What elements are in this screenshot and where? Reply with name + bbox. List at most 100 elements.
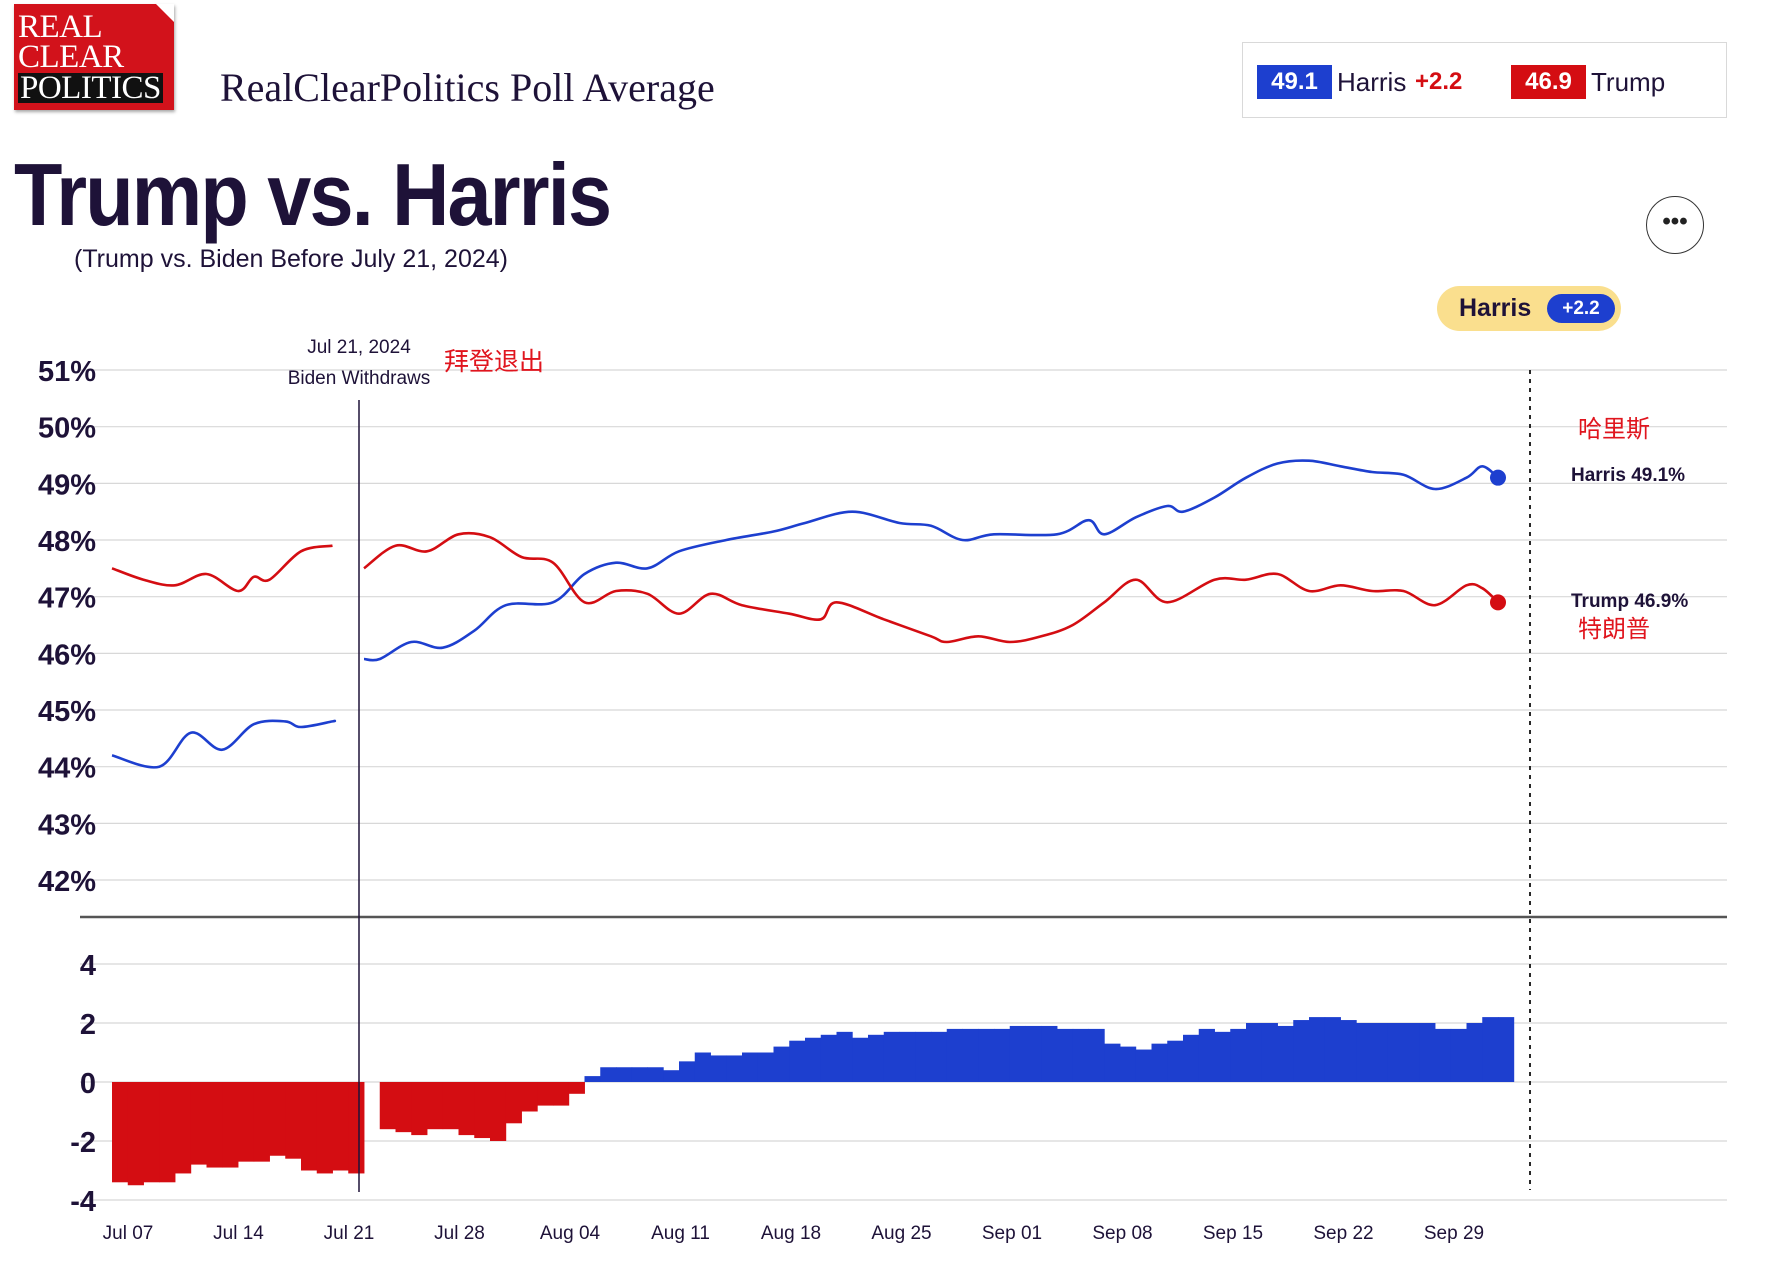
x-tick-label: Sep 22 — [1313, 1223, 1373, 1244]
spread-bar — [379, 1082, 396, 1130]
y-tick-label: 42% — [38, 866, 96, 898]
rcp-logo: REAL CLEAR POLITICS — [14, 4, 174, 110]
y-tick-label: 47% — [38, 583, 96, 615]
spread-bar — [505, 1082, 522, 1124]
harris-name: Harris — [1337, 67, 1407, 97]
spread-tick-label: -2 — [70, 1127, 96, 1159]
logo-line-3: POLITICS — [18, 70, 163, 106]
spread-bar — [647, 1067, 664, 1082]
spread-bar — [411, 1082, 428, 1136]
spread-bar — [427, 1082, 444, 1130]
harris-end-label: Harris 49.1% — [1571, 465, 1685, 486]
x-tick-label: Sep 08 — [1092, 1223, 1152, 1244]
event-label-cn: 拜登退出 — [444, 347, 544, 376]
x-tick-label: Jul 07 — [103, 1223, 154, 1244]
spread-bar — [726, 1055, 743, 1082]
spread-bar — [206, 1082, 223, 1168]
leader-name: Harris — [1459, 294, 1532, 322]
x-tick-label: Sep 15 — [1203, 1223, 1263, 1244]
more-button[interactable]: ••• — [1646, 196, 1704, 254]
trump-cn-label: 特朗普 — [1578, 615, 1650, 643]
x-tick-label: Sep 29 — [1424, 1223, 1484, 1244]
y-tick-label: 50% — [38, 413, 96, 445]
spread-bar — [742, 1052, 759, 1082]
spread-bar — [962, 1028, 979, 1082]
spread-bar — [285, 1082, 302, 1159]
y-tick-label: 46% — [38, 639, 96, 671]
spread-bar — [1198, 1028, 1215, 1082]
spread-bar — [883, 1031, 900, 1082]
spread-bar — [222, 1082, 239, 1168]
spread-bar — [1072, 1028, 1089, 1082]
spread-bar — [1135, 1049, 1152, 1082]
spread-bar — [663, 1070, 680, 1082]
y-tick-label: 48% — [38, 526, 96, 558]
spread-bar — [1167, 1040, 1184, 1082]
x-tick-label: Jul 28 — [434, 1223, 485, 1244]
spread-bars — [112, 1017, 1515, 1186]
spread-axis-ticks: 4 2 0 -2 -4 — [70, 950, 96, 1218]
spread-bar — [852, 1037, 869, 1082]
spread-tick-label: 0 — [80, 1068, 96, 1100]
spread-bar — [1009, 1025, 1026, 1082]
spread-bar — [1261, 1023, 1278, 1082]
spread-bar — [1057, 1028, 1074, 1082]
harris-cn-label: 哈里斯 — [1578, 415, 1650, 443]
harris-score: 49.1 — [1257, 65, 1332, 99]
spread-bar — [1104, 1043, 1121, 1082]
spread-bar — [789, 1040, 806, 1082]
spread-bar — [584, 1076, 601, 1082]
y-tick-label: 45% — [38, 696, 96, 728]
spread-bar — [316, 1082, 333, 1174]
spread-bar — [1214, 1031, 1231, 1082]
spread-bar — [1324, 1017, 1341, 1082]
spread-bar — [773, 1046, 790, 1082]
spread-bar — [458, 1082, 475, 1136]
y-tick-label: 51% — [38, 356, 96, 388]
spread-bar — [820, 1034, 837, 1082]
spread-bar — [190, 1082, 207, 1165]
spread-bar — [1419, 1023, 1436, 1082]
y-axis-ticks: 51% 50% 49% 48% 47% 46% 45% 44% 43% 42% — [38, 356, 96, 898]
spread-bar — [537, 1082, 554, 1106]
spread-bar — [1387, 1023, 1404, 1082]
page-subtitle: (Trump vs. Biden Before July 21, 2024) — [74, 245, 508, 273]
spread-bar — [1025, 1025, 1042, 1082]
spread-bar — [127, 1082, 144, 1186]
spread-bar — [1277, 1025, 1294, 1082]
spread-bar — [1041, 1025, 1058, 1082]
trump-score: 46.9 — [1511, 65, 1586, 99]
event-label: Biden Withdraws — [288, 368, 431, 389]
harris-poll-line — [111, 719, 337, 769]
spread-bar — [868, 1034, 885, 1082]
x-tick-label: Aug 11 — [651, 1223, 710, 1244]
spread-bar — [679, 1061, 696, 1082]
spread-bar — [1435, 1028, 1452, 1082]
brand-title: RealClearPolitics Poll Average — [220, 65, 715, 110]
harris-poll-line — [363, 459, 1499, 662]
spread-bar — [1293, 1020, 1310, 1082]
trump-poll-line — [363, 531, 1499, 644]
poll-chart: Jul 21, 2024 Biden Withdraws 拜登退出 哈里斯 特朗… — [38, 337, 1727, 1244]
spread-bar — [600, 1067, 617, 1082]
logo-line-2: CLEAR — [18, 39, 124, 75]
y-tick-label: 49% — [38, 469, 96, 501]
leader-badge: Harris +2.2 — [1437, 286, 1621, 331]
spread-bar — [175, 1082, 192, 1174]
spread-bar — [1120, 1046, 1137, 1082]
spread-bar — [553, 1082, 570, 1106]
spread-bar — [238, 1082, 255, 1162]
x-tick-label: Sep 01 — [982, 1223, 1042, 1244]
spread-bar — [616, 1067, 633, 1082]
x-tick-label: Aug 18 — [761, 1223, 821, 1244]
spread-bar — [694, 1052, 711, 1082]
trump-end-dot — [1490, 594, 1506, 611]
spread-bar — [757, 1052, 774, 1082]
harris-spread: +2.2 — [1415, 68, 1463, 95]
spread-bar — [994, 1028, 1011, 1082]
spread-bar — [1372, 1023, 1389, 1082]
spread-bar — [1482, 1017, 1499, 1082]
spread-bar — [1151, 1043, 1168, 1082]
spread-bar — [631, 1067, 648, 1082]
spread-bar — [521, 1082, 538, 1112]
